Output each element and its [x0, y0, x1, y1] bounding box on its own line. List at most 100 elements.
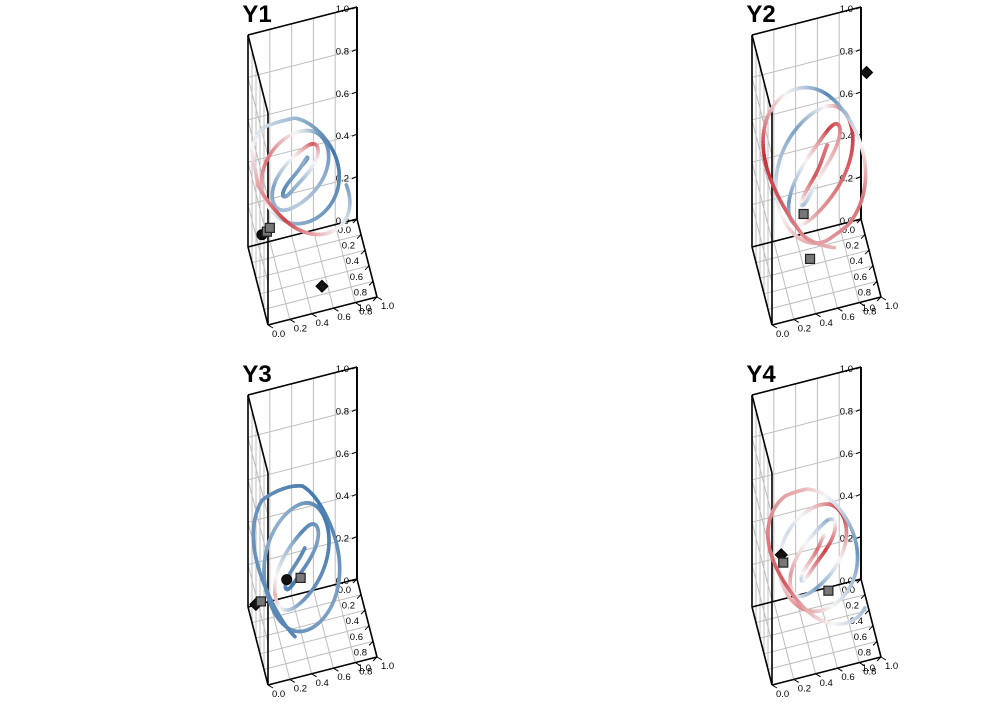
x-tick-label: 0.0	[842, 225, 855, 236]
grid-line	[763, 625, 874, 655]
grid-line	[247, 493, 358, 523]
grid-line	[751, 451, 862, 481]
y-tick-mark	[793, 678, 800, 683]
grid-line	[247, 119, 269, 198]
trajectory-y1	[249, 116, 352, 237]
y-tick-mark	[311, 313, 317, 318]
z-tick-label: 0.4	[336, 491, 349, 502]
y-tick-label: 1.0	[381, 301, 394, 312]
trajectory-y4	[766, 487, 867, 626]
axis-line	[267, 296, 378, 326]
axis-line	[356, 218, 378, 298]
x-tick-mark	[372, 296, 378, 302]
x-tick-mark	[868, 625, 874, 631]
y-tick-label: 0.6	[841, 672, 854, 683]
x-tick-label: 0.8	[858, 647, 871, 658]
grid-line	[759, 249, 870, 279]
z-tick-label: 0.2	[336, 534, 349, 545]
box-edge	[751, 6, 862, 36]
ticks-y3: 0.00.01.00.20.20.80.40.40.60.60.60.40.80…	[267, 364, 394, 700]
start-marker-circle	[281, 574, 293, 586]
z-tick-label: 0.2	[336, 174, 349, 185]
marker-square	[823, 585, 834, 596]
x-tick-label: 1.0	[358, 303, 371, 314]
axis-line	[771, 296, 882, 326]
y-tick-label: 0.8	[359, 307, 372, 318]
z-tick-mark	[351, 176, 358, 180]
y-tick-mark	[376, 296, 383, 301]
y-tick-label: 1.0	[885, 301, 898, 312]
y-tick-label: 0.2	[294, 323, 307, 334]
box-edge	[751, 218, 862, 248]
grid-line	[312, 230, 334, 309]
y-tick-label: 0.0	[272, 329, 285, 340]
z-tick-mark	[351, 536, 358, 540]
trajectory-y2	[761, 85, 868, 250]
z-tick-mark	[351, 366, 358, 370]
x-tick-mark	[864, 609, 870, 615]
z-tick-label: 0.0	[336, 576, 349, 587]
marker-square	[255, 596, 266, 607]
panel-title-y3: Y3	[242, 361, 271, 388]
ticks-y1: 0.0 0.0 1.0 0.2 0.2 0.8 0.4 0.4 0.6 0.6 0.6 0.4 0.8 0…	[267, 4, 394, 340]
grid-line	[263, 640, 374, 670]
z-tick-mark	[351, 493, 358, 497]
y-tick-label: 1.0	[885, 661, 898, 672]
y-tick-mark	[354, 302, 361, 307]
markers-y3	[249, 572, 306, 612]
x-tick-mark	[364, 625, 370, 631]
grid-line	[751, 133, 862, 163]
z-tick-mark	[351, 451, 358, 455]
z-tick-label: 0.4	[840, 491, 853, 502]
z-tick-mark	[351, 91, 358, 95]
x-tick-label: 0.0	[338, 585, 351, 596]
grid-line	[259, 265, 370, 295]
grid-line	[795, 595, 817, 674]
grid-line	[773, 241, 795, 320]
y-tick-mark	[793, 318, 800, 323]
z-tick-mark	[855, 408, 862, 412]
y-tick-mark	[354, 662, 361, 667]
grid-line	[334, 224, 356, 303]
x-tick-label: 0.8	[354, 287, 367, 298]
y-tick-label: 0.8	[863, 307, 876, 318]
z-tick-label: 0.2	[840, 174, 853, 185]
markers-y1	[256, 222, 329, 293]
y-tick-mark	[837, 667, 843, 672]
x-tick-mark	[368, 641, 374, 646]
box-edge	[751, 394, 773, 474]
y-tick-mark	[858, 302, 865, 307]
z-tick-label: 0.8	[336, 406, 349, 417]
grid-line	[751, 564, 773, 643]
marker-square	[804, 253, 816, 264]
markers-y2	[798, 65, 874, 264]
x-tick-label: 0.6	[350, 632, 363, 643]
grid-line	[751, 162, 773, 241]
panel-title-y2: Y2	[746, 1, 775, 28]
y-tick-label: 0.6	[337, 312, 350, 323]
y-tick-label: 0.2	[798, 683, 811, 694]
x-tick-mark	[368, 281, 374, 286]
grid-line	[247, 91, 358, 121]
x-tick-mark	[872, 281, 878, 286]
z-tick-mark	[855, 91, 862, 95]
z-tick-label: 1.0	[336, 4, 349, 15]
grid-line	[251, 234, 362, 264]
y-tick-mark	[267, 684, 274, 689]
grid-line	[751, 522, 773, 601]
y-tick-mark	[289, 678, 296, 683]
z-tick-mark	[855, 451, 862, 455]
y-tick-label: 0.0	[776, 689, 789, 700]
trajectory-segment	[291, 633, 297, 639]
y-tick-mark	[311, 673, 317, 678]
grid-line	[773, 601, 795, 680]
axis-lines-y2	[771, 7, 882, 326]
axis-line	[771, 656, 882, 686]
x-tick-mark	[356, 594, 362, 599]
y-tick-label: 0.8	[359, 667, 372, 678]
z-tick-label: 0.4	[840, 131, 853, 142]
z-tick-mark	[855, 493, 862, 497]
y-tick-mark	[771, 324, 778, 329]
grid-line	[269, 241, 291, 320]
y-tick-label: 0.8	[863, 667, 876, 678]
